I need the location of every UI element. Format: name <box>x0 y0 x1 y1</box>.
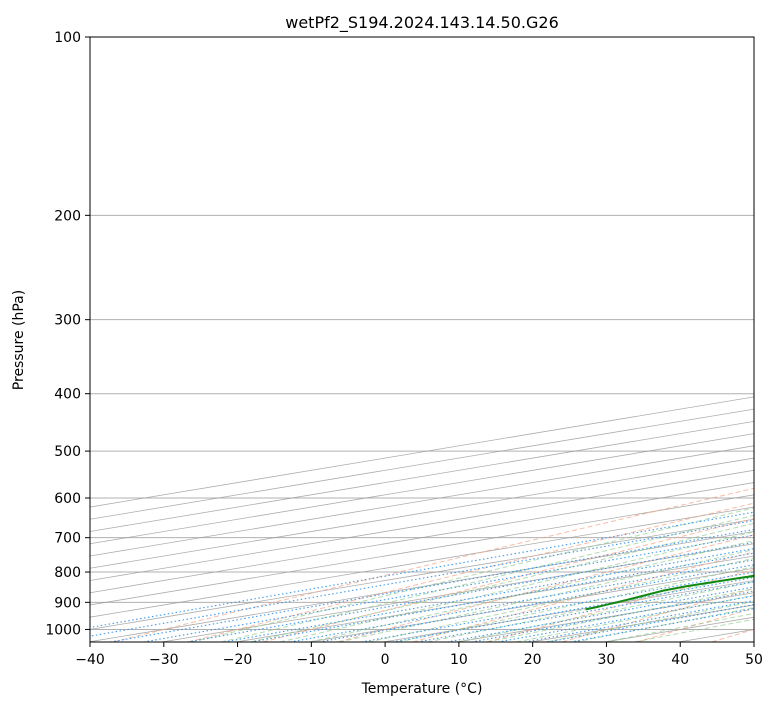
mixing-ratio-line <box>143 534 754 642</box>
x-tick-label: 20 <box>524 652 542 668</box>
mixing-ratio-line <box>497 595 754 642</box>
isotherm <box>90 433 754 545</box>
mixing-ratio-line <box>110 528 754 642</box>
moist-adiabat <box>456 581 754 642</box>
y-tick-label: 400 <box>54 387 81 403</box>
mixing-ratio-line <box>289 559 754 642</box>
x-tick-label: 40 <box>671 652 689 668</box>
chart-title: wetPf2_S194.2024.143.14.50.G26 <box>285 13 559 33</box>
plot-frame <box>89 36 755 643</box>
moist-adiabat <box>368 557 754 642</box>
isotherm <box>90 494 754 606</box>
mixing-ratio-line <box>90 511 754 628</box>
isotherm <box>90 506 754 618</box>
x-tick-label: −10 <box>297 652 327 668</box>
y-tick-label: 600 <box>54 491 81 507</box>
y-tick-label: 700 <box>54 531 81 547</box>
isotherm <box>90 482 754 594</box>
x-tick-label: 50 <box>745 652 763 668</box>
isotherm <box>90 518 754 630</box>
y-axis-label: Pressure (hPa) <box>11 290 27 390</box>
background-lines <box>90 37 754 642</box>
x-tick-label: −40 <box>75 652 105 668</box>
x-tick-label: −20 <box>223 652 253 668</box>
y-tick-label: 500 <box>54 444 81 460</box>
plot-area <box>90 37 754 642</box>
y-tick-label: 300 <box>54 313 81 329</box>
mixing-ratio-line <box>90 519 754 637</box>
x-tick-label: 30 <box>598 652 616 668</box>
y-tick-label: 200 <box>54 208 81 224</box>
isotherm <box>90 457 754 569</box>
axes: −40 −30 −20 −10 0 10 20 30 40 50 100 200 300 400 500 60… <box>45 30 763 668</box>
moist-adiabat <box>279 531 754 642</box>
isotherm <box>90 445 754 557</box>
mixing-ratio-line <box>447 586 754 642</box>
mixing-ratio-line <box>524 600 754 642</box>
y-tick-label: 900 <box>54 595 81 611</box>
y-tick-label: 800 <box>54 565 81 581</box>
isotherm <box>90 469 754 581</box>
mixing-ratio-line <box>471 590 754 642</box>
dry-adiabat <box>562 587 754 642</box>
x-axis-label: Temperature (°C) <box>361 681 483 697</box>
moist-adiabat <box>250 522 754 642</box>
x-tick-label: 10 <box>450 652 468 668</box>
moist-adiabat <box>309 540 754 642</box>
x-tick-label: −30 <box>149 652 179 668</box>
y-tick-label: 100 <box>54 30 81 46</box>
mixing-ratio-line <box>250 552 754 642</box>
isotherm <box>90 531 754 642</box>
mixing-ratio-line <box>417 581 754 642</box>
x-tick-label: 0 <box>381 652 390 668</box>
dry-adiabat <box>262 518 754 642</box>
dry-adiabat <box>412 551 754 642</box>
y-tick-label: 1000 <box>45 622 81 638</box>
moist-adiabat <box>338 549 754 642</box>
moist-adiabat <box>427 573 754 642</box>
dry-adiabat <box>188 502 754 642</box>
